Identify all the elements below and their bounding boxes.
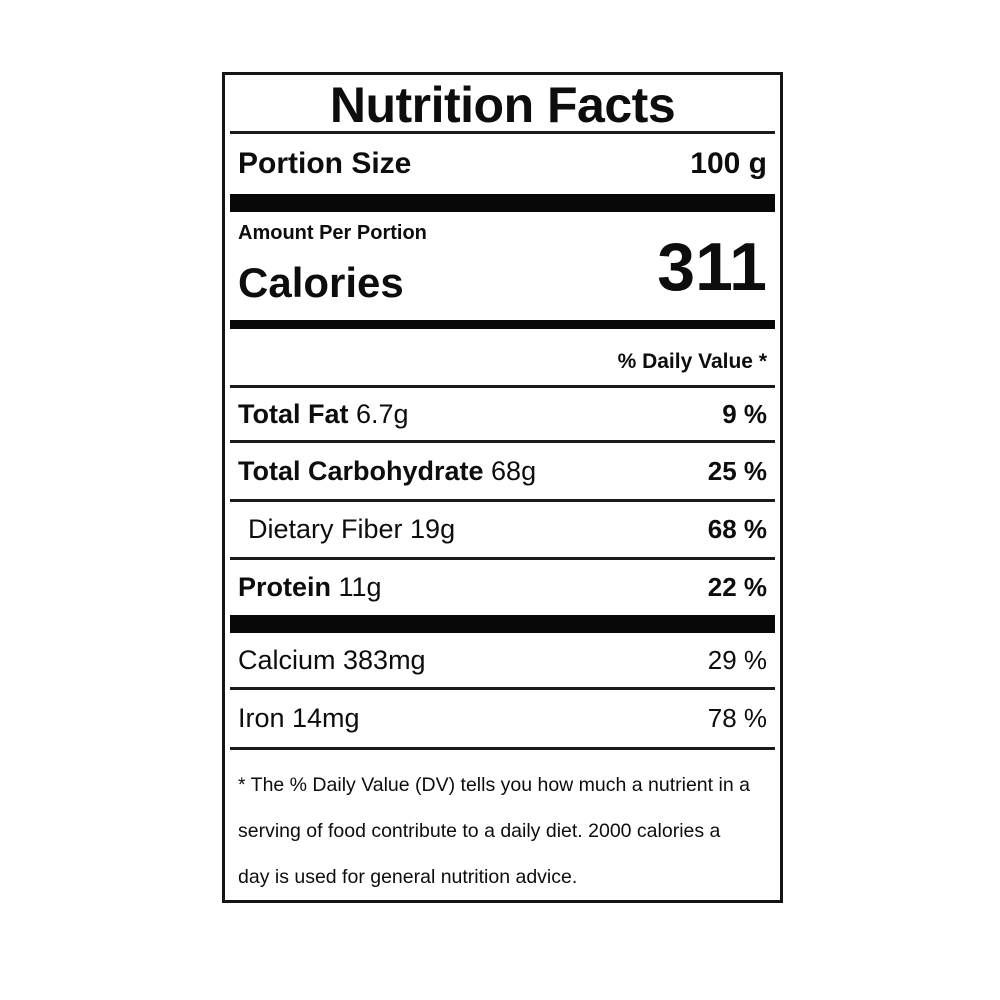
nutrient-name: Calcium 383mg — [238, 644, 426, 675]
nutrient-daily-value: 9 % — [722, 398, 767, 429]
nutrient-daily-value: 22 % — [707, 572, 767, 602]
portion-size-value: 100 g — [690, 147, 767, 181]
nutrient-row-calcium: Calcium 383mg 29 % — [225, 633, 780, 687]
portion-size-label: Portion Size — [238, 147, 412, 181]
nutrient-daily-value: 25 % — [707, 455, 767, 486]
nutrient-name: Total Fat 6.7g — [238, 398, 409, 429]
daily-value-footnote: * The % Daily Value (DV) tells you how m… — [225, 750, 780, 900]
nutrient-name: Iron 14mg — [238, 703, 360, 733]
nutrient-name: Total Carbohydrate 68g — [238, 455, 537, 486]
label-title: Nutrition Facts — [329, 76, 676, 133]
daily-value-heading: % Daily Value * — [617, 349, 767, 373]
calories-label: Calories — [238, 258, 404, 306]
footnote-line: serving of food contribute to a daily di… — [238, 820, 721, 842]
calories-left-column: Amount Per Portion Calories — [238, 212, 427, 304]
separator-thin — [230, 747, 775, 750]
nutrient-row-protein: Protein 11g 22 % — [225, 560, 780, 615]
footnote-line: * The % Daily Value (DV) tells you how m… — [238, 774, 750, 796]
nutrient-daily-value: 78 % — [707, 703, 767, 733]
nutrient-row-iron: Iron 14mg 78 % — [225, 690, 780, 747]
nutrient-row-total-fat: Total Fat 6.7g 9 % — [225, 388, 780, 440]
separator-thin — [230, 385, 775, 388]
portion-size-row: Portion Size 100 g — [225, 134, 780, 193]
footnote-line: day is used for general nutrition advice… — [238, 866, 578, 888]
nutrient-row-total-carbohydrate: Total Carbohydrate 68g 25 % — [225, 443, 780, 499]
calories-section: Amount Per Portion Calories 311 — [225, 212, 780, 320]
nutrient-row-dietary-fiber: Dietary Fiber 19g 68 % — [225, 502, 780, 557]
separator-thick-bar — [230, 615, 775, 633]
separator-medium-bar — [230, 319, 775, 329]
separator-thick-bar — [230, 193, 775, 212]
nutrition-facts-label: Nutrition Facts Portion Size 100 g Amoun… — [222, 72, 783, 903]
separator-thin — [230, 557, 775, 560]
separator-thin — [230, 131, 775, 135]
amount-per-portion-heading: Amount Per Portion — [238, 221, 427, 244]
nutrient-daily-value: 29 % — [707, 644, 767, 675]
calories-value: 311 — [657, 228, 767, 305]
nutrient-name: Dietary Fiber 19g — [248, 514, 456, 544]
nutrient-name: Protein 11g — [238, 572, 382, 602]
separator-thin — [230, 687, 775, 690]
separator-thin — [230, 499, 775, 502]
separator-thin — [230, 440, 775, 443]
nutrient-daily-value: 68 % — [707, 514, 767, 544]
